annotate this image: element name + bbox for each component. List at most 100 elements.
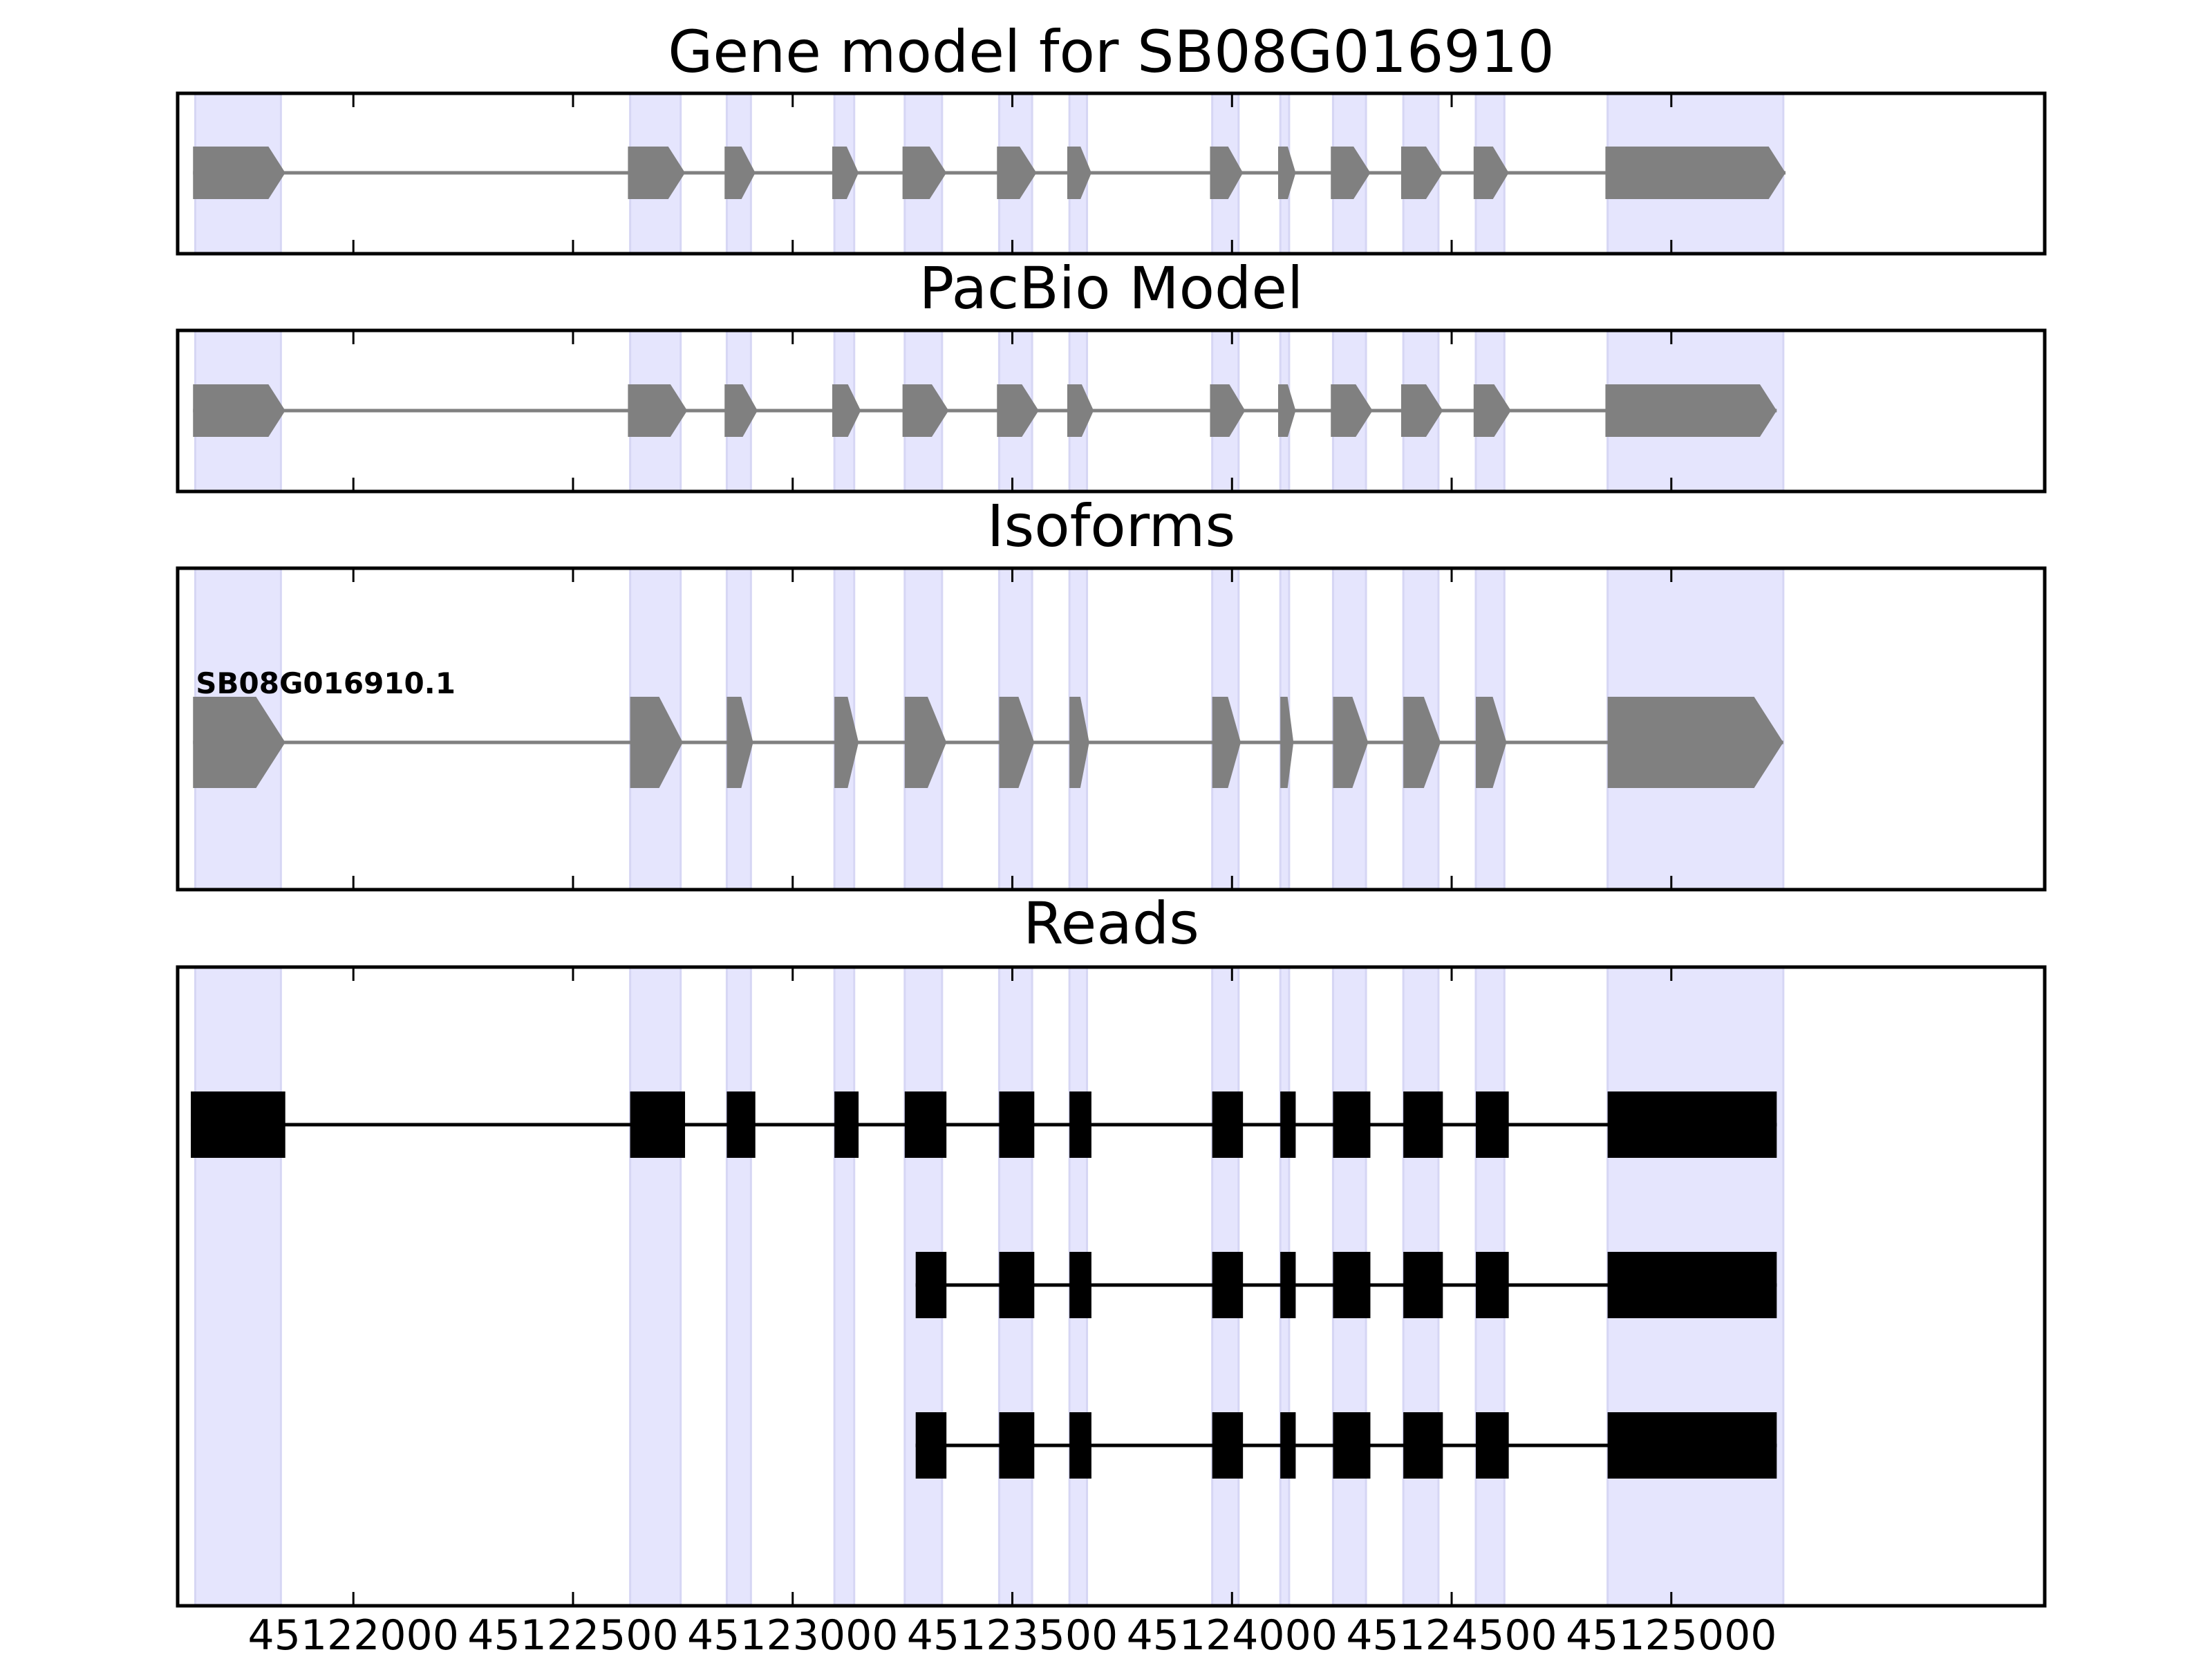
- exon-arrow: [193, 147, 285, 199]
- panel-title: Reads: [1023, 890, 1199, 957]
- transcript-track: [193, 147, 1786, 199]
- read-block: [999, 1252, 1035, 1318]
- read-block: [999, 1412, 1035, 1479]
- exon-arrow: [1278, 384, 1296, 437]
- exon-arrow: [832, 147, 859, 199]
- exon-arrow: [1331, 384, 1373, 437]
- x-tick-label: 45125000: [1566, 1611, 1777, 1659]
- highlight-region: [629, 966, 682, 1607]
- panel-4: Reads: [176, 890, 2047, 1608]
- exon-arrow: [1403, 697, 1441, 788]
- read-block: [1607, 1412, 1777, 1479]
- read-block: [630, 1091, 686, 1158]
- exon-arrow: [1475, 697, 1507, 788]
- read-block: [1403, 1412, 1443, 1479]
- read-block: [1607, 1091, 1777, 1158]
- x-tick-label: 45123500: [907, 1611, 1118, 1659]
- read-track: [915, 1412, 1777, 1479]
- exon-arrow: [628, 384, 688, 437]
- panel-title: PacBio Model: [919, 254, 1304, 322]
- panel-frame: [176, 328, 2047, 494]
- highlight-region: [833, 966, 856, 1607]
- exon-arrow: [1331, 147, 1371, 199]
- exon-arrow: [1067, 384, 1094, 437]
- read-block: [1212, 1252, 1244, 1318]
- read-block: [1212, 1091, 1244, 1158]
- isoform-label: SB08G016910.1: [196, 666, 456, 700]
- read-block: [1069, 1412, 1091, 1479]
- read-block: [727, 1091, 756, 1158]
- panel-title: Isoforms: [987, 492, 1236, 560]
- exon-arrow: [997, 384, 1039, 437]
- exon-arrow: [1067, 147, 1091, 199]
- exon-arrow: [902, 147, 947, 199]
- exon-arrow: [904, 697, 947, 788]
- exon-arrow: [1473, 384, 1511, 437]
- read-block: [1475, 1091, 1509, 1158]
- transcript-track: SB08G016910.1: [193, 666, 1783, 788]
- read-block: [1475, 1412, 1509, 1479]
- exon-arrow: [1069, 697, 1089, 788]
- read-block: [915, 1252, 947, 1318]
- read-block: [1403, 1091, 1443, 1158]
- read-block: [1333, 1412, 1371, 1479]
- x-tick-label: 45122500: [467, 1611, 678, 1659]
- read-block: [1333, 1091, 1371, 1158]
- read-block: [1280, 1091, 1296, 1158]
- exon-arrow: [997, 147, 1037, 199]
- read-block: [904, 1091, 947, 1158]
- read-block: [191, 1091, 285, 1158]
- exon-arrow: [193, 384, 285, 437]
- exon-arrow: [902, 384, 949, 437]
- panel-frame: [176, 965, 2047, 1608]
- exon-arrow: [1473, 147, 1509, 199]
- read-block: [915, 1412, 947, 1479]
- read-block: [1403, 1252, 1443, 1318]
- panel-frame: [176, 566, 2047, 892]
- read-track: [915, 1252, 1777, 1318]
- panel-frame: [176, 91, 2047, 256]
- exon-arrow: [832, 384, 861, 437]
- panel-2: PacBio Model: [176, 254, 2047, 494]
- read-block: [1333, 1252, 1371, 1318]
- highlight-region: [725, 966, 752, 1607]
- panels-layer: Gene model for SB08G016910 PacBio Model Is…: [176, 18, 2047, 1608]
- x-tick-label: 45123000: [687, 1611, 898, 1659]
- read-block: [999, 1091, 1035, 1158]
- panel-3: Isoforms SB08G016910.1: [176, 492, 2047, 892]
- read-block: [834, 1091, 859, 1158]
- x-axis: 45122000 45122500 45123000 45123500 45124000…: [248, 1611, 1777, 1659]
- exon-arrow: [724, 384, 758, 437]
- read-block: [1069, 1091, 1091, 1158]
- transcript-track: [193, 384, 1777, 437]
- highlight-region: [194, 966, 282, 1607]
- exon-arrow: [628, 147, 686, 199]
- read-block: [1212, 1412, 1244, 1479]
- read-block: [1069, 1252, 1091, 1318]
- exon-arrow: [1400, 147, 1443, 199]
- exon-arrow: [1607, 697, 1783, 788]
- exon-arrow: [1210, 384, 1246, 437]
- exon-arrow: [1333, 697, 1369, 788]
- panel-1: Gene model for SB08G016910: [176, 18, 2047, 256]
- read-block: [1475, 1252, 1509, 1318]
- panel-title: Gene model for SB08G016910: [668, 18, 1554, 86]
- x-tick-label: 45124500: [1346, 1611, 1557, 1659]
- exon-arrow: [1605, 147, 1786, 199]
- exon-arrow: [193, 697, 285, 788]
- exon-arrow: [834, 697, 859, 788]
- exon-arrow: [1278, 147, 1296, 199]
- exon-arrow: [999, 697, 1035, 788]
- read-block: [1280, 1412, 1296, 1479]
- exon-arrow: [1400, 384, 1443, 437]
- read-block: [1607, 1252, 1777, 1318]
- x-tick-label: 45122000: [248, 1611, 459, 1659]
- exon-arrow: [727, 697, 753, 788]
- read-block: [1280, 1252, 1296, 1318]
- x-tick-label: 45124000: [1127, 1611, 1338, 1659]
- exon-arrow: [724, 147, 756, 199]
- exon-arrow: [630, 697, 683, 788]
- exon-arrow: [1605, 384, 1777, 437]
- exon-arrow: [1280, 697, 1294, 788]
